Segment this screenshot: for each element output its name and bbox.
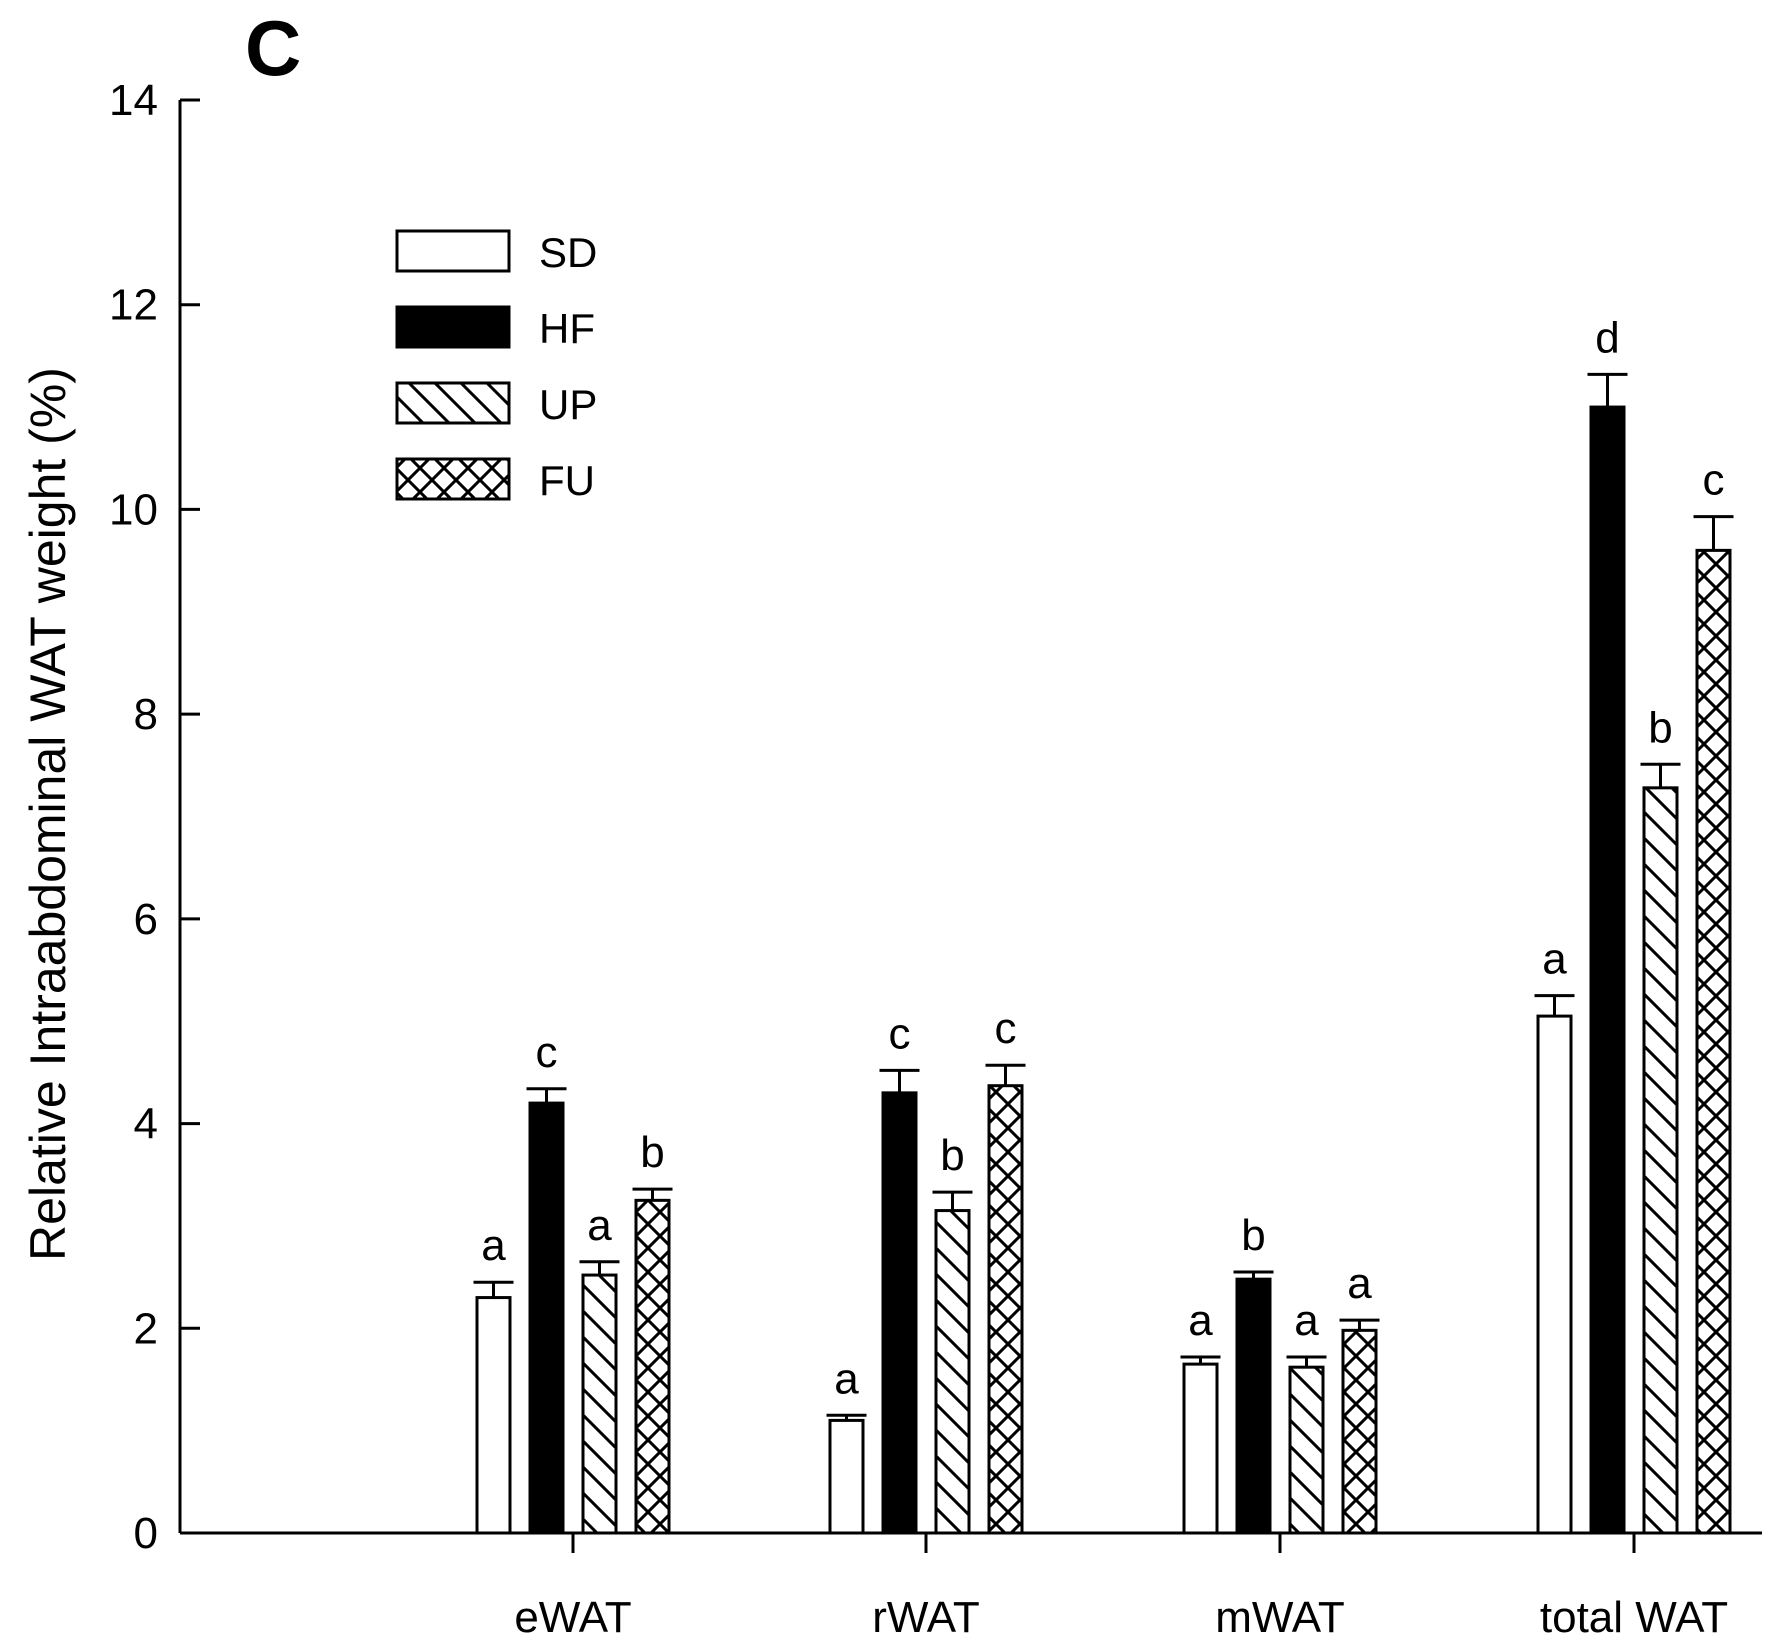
legend-item-sd: SD — [395, 229, 597, 276]
bar-group-up: b — [1640, 703, 1681, 1535]
bar-group-hf: c — [526, 1028, 567, 1535]
significance-label: a — [1294, 1296, 1319, 1345]
legend-label: HF — [539, 305, 595, 352]
y-axis-title: Relative Intraabdominal WAT weight (%) — [20, 367, 76, 1261]
y-tick-label: 14 — [109, 76, 158, 125]
legend-swatch — [395, 305, 511, 349]
x-tick-label-ewat: eWAT — [514, 1593, 631, 1640]
legend: SD HF UP FU — [395, 229, 597, 504]
significance-label: c — [536, 1028, 558, 1077]
bar-group-fu: c — [1693, 456, 1734, 1535]
significance-label: d — [1595, 313, 1619, 362]
significance-label: a — [1188, 1296, 1213, 1345]
bar — [1695, 548, 1732, 1535]
bar — [828, 1418, 865, 1535]
bar — [1341, 1328, 1378, 1535]
bar — [1288, 1365, 1325, 1535]
legend-swatch — [395, 229, 511, 273]
legend-swatch — [395, 457, 511, 501]
y-tick-label: 0 — [134, 1509, 158, 1558]
legend-label: FU — [539, 457, 595, 504]
bar-group-fu: c — [985, 1004, 1026, 1535]
bar — [1642, 786, 1679, 1535]
bar-group-sd: a — [1180, 1296, 1221, 1535]
bar — [881, 1091, 918, 1535]
legend-swatch — [395, 381, 511, 425]
significance-label: c — [1703, 456, 1725, 505]
y-tick-label: 4 — [134, 1100, 158, 1149]
bar — [581, 1273, 618, 1535]
y-tick-label: 12 — [109, 281, 158, 330]
legend-item-fu: FU — [395, 457, 595, 504]
legend-label: UP — [539, 381, 597, 428]
bar-group-sd: a — [826, 1354, 867, 1535]
bar-group-hf: b — [1233, 1211, 1274, 1535]
bar — [634, 1198, 671, 1535]
bar — [1589, 405, 1626, 1535]
significance-label: a — [587, 1201, 612, 1250]
bar-group-fu: b — [632, 1128, 673, 1535]
bar-group-sd: a — [473, 1221, 514, 1535]
bar-group-up: a — [1286, 1296, 1327, 1535]
significance-label: b — [1241, 1211, 1265, 1260]
bar — [1235, 1277, 1272, 1535]
significance-label: a — [1347, 1259, 1372, 1308]
significance-label: a — [834, 1354, 859, 1403]
bar — [528, 1101, 565, 1535]
x-tick-label-mwat: mWAT — [1215, 1593, 1345, 1640]
bar — [1182, 1362, 1219, 1535]
bar — [1536, 1014, 1573, 1535]
y-tick-label: 6 — [134, 895, 158, 944]
significance-label: c — [995, 1004, 1017, 1053]
bar-group-hf: d — [1587, 313, 1628, 1535]
significance-label: b — [1648, 703, 1672, 752]
significance-label: b — [640, 1128, 664, 1177]
x-tick-label-total-wat: total WAT — [1540, 1593, 1728, 1640]
y-tick-label: 2 — [134, 1304, 158, 1353]
significance-label: b — [940, 1131, 964, 1180]
bar-group-fu: a — [1339, 1259, 1380, 1535]
significance-label: a — [1542, 935, 1567, 984]
significance-label: c — [889, 1009, 911, 1058]
bar-group-hf: c — [879, 1009, 920, 1535]
y-tick-label: 10 — [109, 485, 158, 534]
bar-group-up: b — [932, 1131, 973, 1535]
bar-group-up: a — [579, 1201, 620, 1535]
legend-item-hf: HF — [395, 305, 595, 352]
legend-item-up: UP — [395, 381, 597, 428]
x-tick-label-rwat: rWAT — [872, 1593, 980, 1640]
legend-label: SD — [539, 229, 597, 276]
axes: 0 2 4 6 8 10 12 14 eWAT rWAT mWAT total WAT — [109, 76, 1762, 1640]
y-tick-label: 8 — [134, 690, 158, 739]
bar-group-sd: a — [1534, 935, 1575, 1535]
bar — [934, 1209, 971, 1535]
bar — [987, 1084, 1024, 1535]
bar — [475, 1296, 512, 1535]
significance-label: a — [481, 1221, 506, 1270]
panel-label: C — [245, 4, 301, 92]
